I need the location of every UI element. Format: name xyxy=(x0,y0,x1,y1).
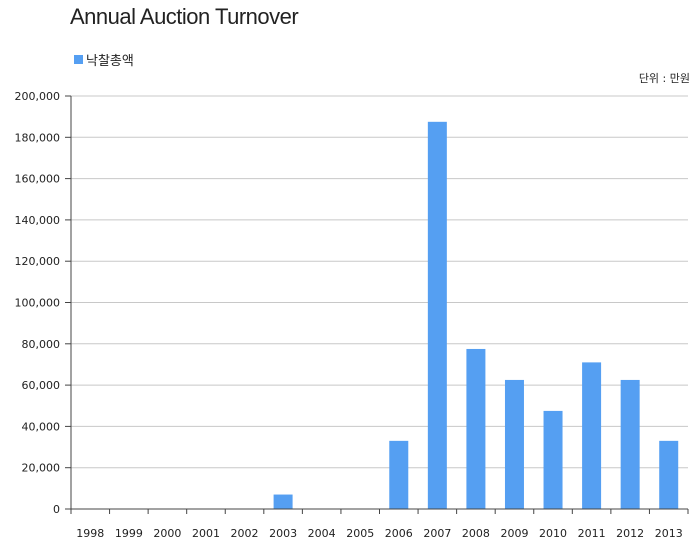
y-tick-label: 180,000 xyxy=(15,131,61,144)
x-tick-label: 2012 xyxy=(616,527,644,540)
y-tick-label: 60,000 xyxy=(22,379,61,392)
legend-swatch xyxy=(74,55,83,64)
unit-label: 단위 : 만원 xyxy=(638,72,690,85)
y-tick-label: 40,000 xyxy=(22,420,61,433)
bar xyxy=(620,379,640,509)
x-tick-label: 2009 xyxy=(500,527,528,540)
bar xyxy=(543,410,563,509)
y-tick-label: 100,000 xyxy=(15,297,61,310)
x-tick-label: 2006 xyxy=(385,527,413,540)
x-tick-label: 1998 xyxy=(76,527,104,540)
x-tick-label: 2004 xyxy=(308,527,336,540)
x-tick-label: 2001 xyxy=(192,527,220,540)
x-tick-label: 2000 xyxy=(153,527,181,540)
y-tick-label: 160,000 xyxy=(15,173,61,186)
y-tick-label: 140,000 xyxy=(15,214,61,227)
bar xyxy=(582,362,602,509)
x-tick-label: 1999 xyxy=(115,527,143,540)
bar xyxy=(389,440,409,509)
bar xyxy=(504,379,524,509)
x-tick-label: 2003 xyxy=(269,527,297,540)
x-tick-label: 2002 xyxy=(231,527,259,540)
x-tick-label: 2008 xyxy=(462,527,490,540)
y-tick-label: 20,000 xyxy=(22,462,61,475)
legend-label: 낙찰총액 xyxy=(86,54,134,69)
x-tick-label: 2013 xyxy=(655,527,683,540)
y-tick-label: 120,000 xyxy=(15,255,61,268)
legend: 낙찰총액 xyxy=(74,50,134,69)
y-tick-label: 0 xyxy=(53,503,60,516)
y-tick-label: 80,000 xyxy=(22,338,61,351)
y-tick-label: 200,000 xyxy=(15,90,61,103)
bar xyxy=(659,440,679,509)
x-tick-label: 2011 xyxy=(578,527,606,540)
x-tick-label: 2005 xyxy=(346,527,374,540)
x-tick-label: 2007 xyxy=(423,527,451,540)
bar xyxy=(273,494,293,509)
bar xyxy=(427,121,447,509)
chart-title: Annual Auction Turnover xyxy=(70,4,299,29)
bar xyxy=(466,348,486,509)
x-tick-label: 2010 xyxy=(539,527,567,540)
